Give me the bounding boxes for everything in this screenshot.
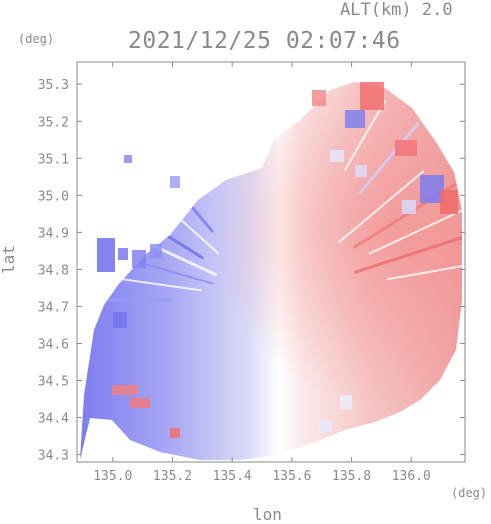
echo-cell <box>330 150 344 162</box>
y-tick-label: 34.3 <box>38 449 69 464</box>
echo-cell <box>312 90 326 106</box>
echo-cell <box>130 398 150 408</box>
echo-cell <box>97 238 115 272</box>
echo-cell <box>360 82 384 110</box>
echo-cell <box>132 250 146 268</box>
radar-echo <box>80 82 462 460</box>
y-tick-label: 34.7 <box>38 300 69 315</box>
echo-streak <box>387 264 462 281</box>
x-tick-label: 135.8 <box>332 469 371 484</box>
x-tick-label: 135.4 <box>213 469 252 484</box>
echo-streak <box>358 122 420 195</box>
x-tick-label: 136.0 <box>392 469 431 484</box>
y-tick-label: 35.3 <box>38 78 69 93</box>
echo-streak <box>368 206 462 255</box>
echo-cell <box>170 428 180 438</box>
y-tick-label: 34.8 <box>38 263 69 278</box>
x-tick-label: 135.2 <box>153 469 192 484</box>
x-axis-label: lon <box>253 505 282 524</box>
y-tick-label: 34.9 <box>38 226 69 241</box>
echo-cell <box>113 312 127 328</box>
x-tick-label: 135.0 <box>93 469 132 484</box>
echo-cell <box>345 110 365 128</box>
echo-cell <box>340 395 352 409</box>
y-tick-label: 35.1 <box>38 152 69 167</box>
echo-cell <box>440 190 458 214</box>
echo-cell <box>124 155 132 163</box>
x-tick-label: 135.6 <box>272 469 311 484</box>
echo-cell <box>402 200 416 214</box>
altitude-label: ALT(km) 2.0 <box>340 0 453 20</box>
echo-cell <box>170 176 180 188</box>
echo-streak <box>344 99 386 172</box>
y-tick-label: 35.2 <box>38 115 69 130</box>
echo-cell <box>395 140 417 156</box>
y-tick-label: 35.0 <box>38 189 69 204</box>
y-tick-label: 34.4 <box>38 412 69 427</box>
x-unit-label: (deg) <box>451 486 488 500</box>
chart-title-datetime: 2021/12/25 02:07:46 <box>128 28 401 54</box>
echo-cell <box>112 385 138 395</box>
echo-cell <box>118 248 128 260</box>
y-tick-label: 34.5 <box>38 375 69 390</box>
y-tick-label: 34.6 <box>38 337 69 352</box>
echo-streak <box>337 170 425 244</box>
y-unit-label: (deg) <box>18 32 55 46</box>
echo-cell <box>150 244 162 258</box>
plot-frame <box>76 61 466 463</box>
echo-cell <box>355 165 367 177</box>
echo-streak <box>354 233 462 274</box>
echo-streak <box>139 145 214 233</box>
echo-cell <box>318 420 332 432</box>
